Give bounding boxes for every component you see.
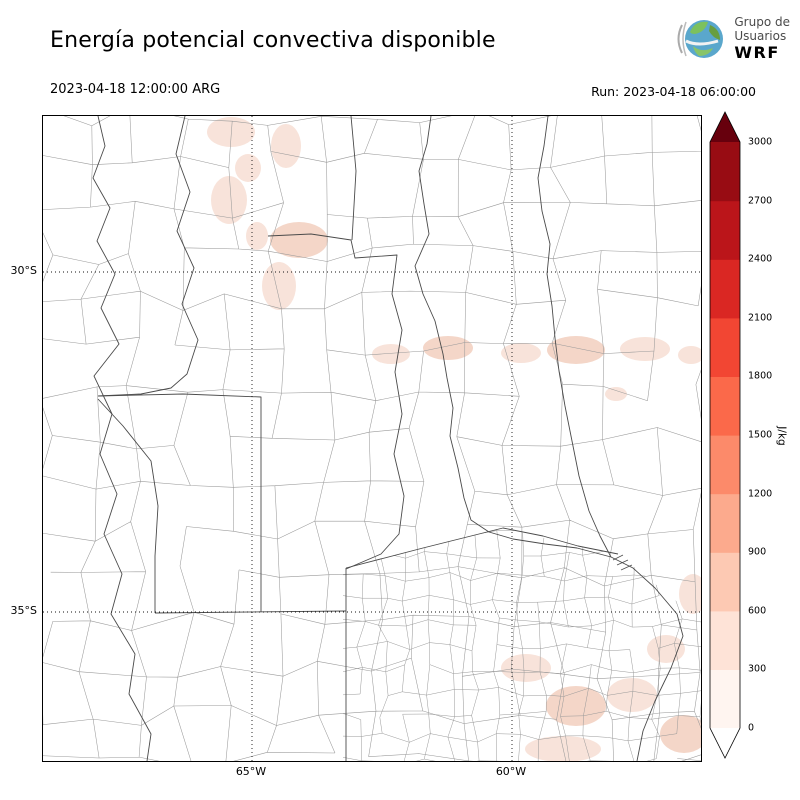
colorbar-over-arrow [710, 112, 740, 142]
colorbar-band [710, 142, 740, 202]
colorbar [709, 111, 741, 759]
colorbar-band [710, 669, 740, 729]
colorbar-band [710, 610, 740, 670]
logo-line-1: Grupo de [734, 15, 790, 29]
cape-patch [211, 176, 247, 224]
buenos-aires-partidos-layer [343, 528, 701, 761]
boundary-san-luis [97, 393, 262, 612]
cape-shading-layer [207, 117, 701, 761]
boundary-cordoba [267, 233, 405, 570]
cape-patch [546, 686, 606, 726]
boundary-north-center [350, 116, 357, 241]
cape-patch [271, 124, 301, 168]
gridlines-layer [43, 116, 701, 761]
colorbar-tick-label: 1800 [748, 370, 773, 382]
colorbar-band [710, 317, 740, 377]
colorbar-band [710, 552, 740, 612]
boundary-la-pampa [154, 610, 347, 614]
cape-patch [372, 344, 410, 364]
cape-patch [423, 336, 473, 360]
colorbar-tick-label: 1200 [748, 488, 773, 500]
colorbar-tick-label: 300 [748, 663, 767, 675]
page-title: Energía potencial convectiva disponible [50, 28, 496, 53]
cape-patch [262, 262, 296, 310]
province-boundaries-layer [92, 116, 684, 761]
wrf-globe-icon [677, 20, 724, 58]
lon-tick-60w: 60°W [495, 765, 527, 778]
lat-tick-30s: 30°S [10, 264, 37, 277]
boundary-mendoza [97, 398, 159, 613]
colorbar-tick-label: 2700 [748, 195, 773, 207]
colorbar-tick-label: 2100 [748, 312, 773, 324]
boundary-west-inner [97, 116, 199, 397]
lon-tick-65w: 65°W [235, 765, 267, 778]
map-background [43, 116, 701, 761]
boundary-atlantic-coast [610, 556, 684, 761]
colorbar-tick-label: 600 [748, 605, 767, 617]
cape-patch [620, 337, 670, 361]
map-canvas [43, 116, 701, 761]
map-frame [42, 115, 702, 762]
cape-patch [270, 222, 328, 258]
boundary-parana-river [414, 116, 612, 558]
parana-delta-marks [612, 554, 633, 571]
cape-patch [207, 117, 255, 147]
colorbar-tick-label: 2400 [748, 253, 773, 265]
cape-patch [501, 343, 541, 363]
run-time-label: Run: 2023-04-18 06:00:00 [591, 84, 756, 99]
colorbar-tick-label: 0 [748, 722, 755, 734]
boundary-east-river [537, 116, 612, 558]
cape-patch [501, 654, 551, 682]
colorbar-band [710, 435, 740, 495]
cape-patch [678, 346, 701, 364]
colorbar-tick-label: 1500 [748, 429, 773, 441]
cape-patch [679, 574, 701, 614]
lat-tick-35s: 35°S [10, 604, 37, 617]
colorbar-band [710, 493, 740, 553]
cape-patch [647, 635, 685, 663]
colorbar-band [710, 376, 740, 436]
cape-patch [660, 715, 701, 753]
colorbar-tick-label: 3000 [748, 136, 773, 148]
wrf-logo: Grupo de Usuarios WRF [674, 12, 790, 66]
wrf-logo-text: Grupo de Usuarios WRF [734, 15, 790, 62]
cape-patch [605, 387, 627, 401]
colorbar-units-label: J/kg [775, 426, 788, 446]
valid-time-label: 2023-04-18 12:00:00 ARG [50, 82, 221, 97]
colorbar-tick-label: 900 [748, 546, 767, 558]
cape-patch [235, 154, 261, 182]
logo-line-3: WRF [734, 42, 780, 62]
department-boundaries-layer [43, 116, 701, 761]
colorbar-under-arrow [710, 728, 740, 758]
colorbar-outline [709, 111, 741, 759]
cape-patch [246, 222, 268, 250]
colorbar-band [710, 259, 740, 319]
boundary-buenos-aires-north [345, 527, 619, 569]
logo-line-2: Usuarios [734, 28, 787, 43]
colorbar-band [710, 200, 740, 260]
cape-patch [547, 336, 605, 364]
cape-patch [607, 678, 657, 712]
